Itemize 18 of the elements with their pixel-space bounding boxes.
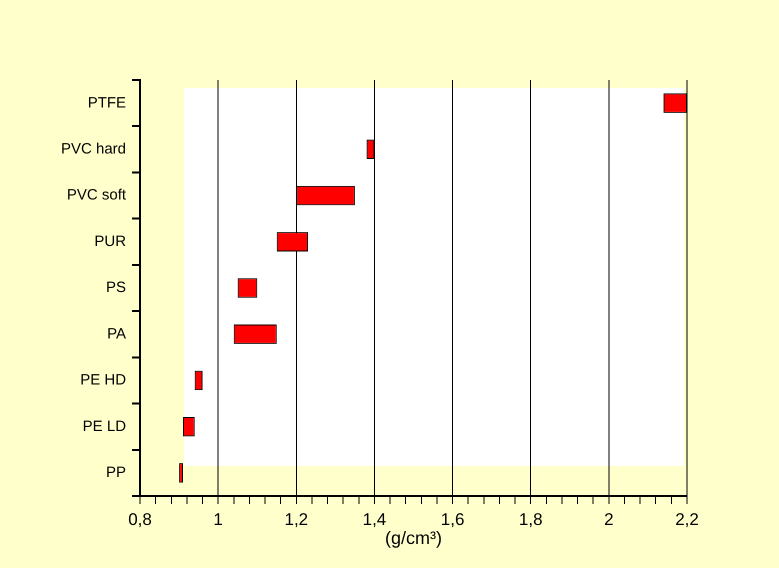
y-tick-label: PVC soft xyxy=(66,186,127,204)
y-tick-label: PS xyxy=(106,279,126,296)
y-tick-label: PVC hard xyxy=(60,140,126,158)
x-tick-label: 1,6 xyxy=(440,510,464,529)
y-tick-label: PUR xyxy=(94,232,126,250)
x-tick-label: 2 xyxy=(604,510,614,529)
y-tick-label: PE HD xyxy=(80,372,126,389)
x-tick-label: 1,8 xyxy=(518,510,543,529)
x-tick-label: 1,4 xyxy=(362,510,386,529)
x-tick-label: 0,8 xyxy=(128,510,152,529)
x-tick-label: 1,2 xyxy=(284,510,308,529)
y-tick-label: PA xyxy=(107,325,126,342)
y-tick-label: PTFE xyxy=(88,94,126,112)
y-tick-label: PP xyxy=(106,464,126,482)
y-tick-label: PE LD xyxy=(82,418,126,435)
x-tick-label: 2,2 xyxy=(675,510,699,529)
x-tick-label: 1 xyxy=(213,510,223,529)
x-axis-title: (g/cm³) xyxy=(385,528,442,548)
